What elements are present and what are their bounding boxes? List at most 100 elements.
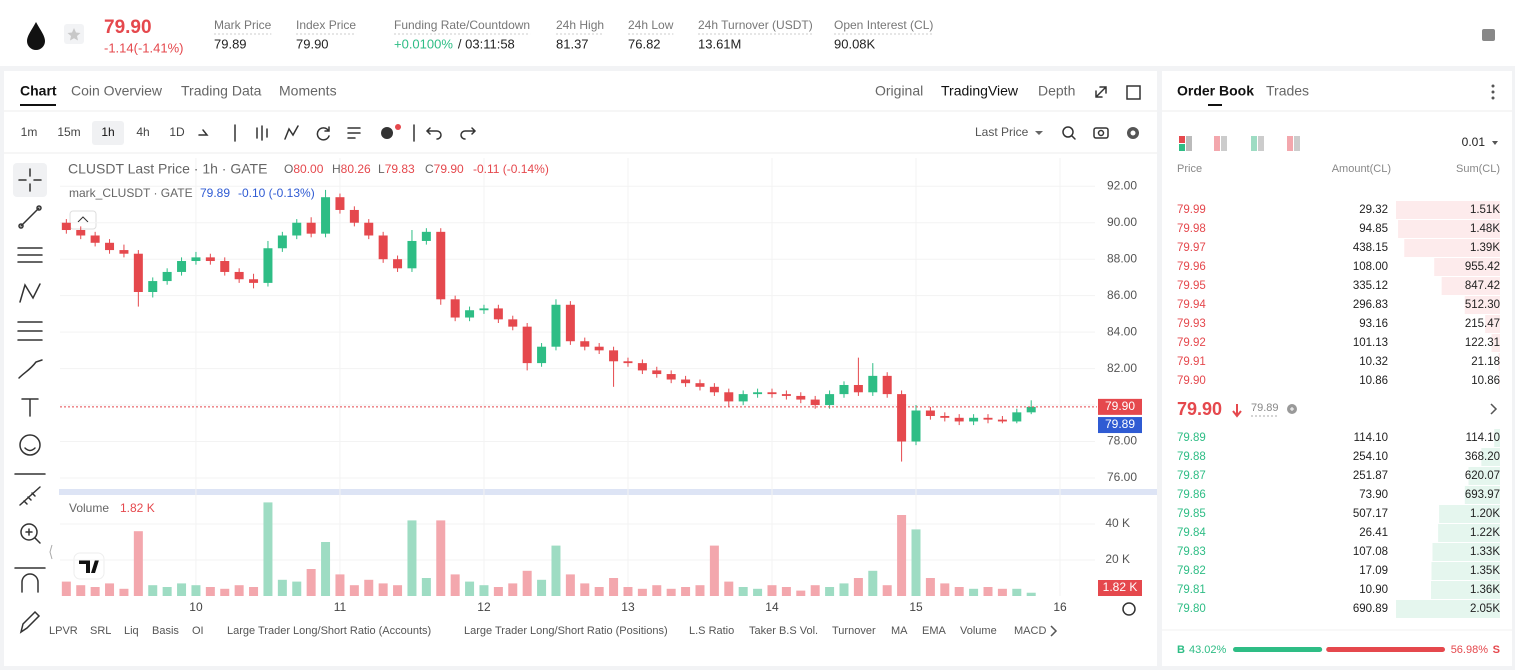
tab[interactable]: Coin Overview (71, 83, 163, 99)
y-tick-label: 92.00 (1107, 178, 1137, 192)
indicator[interactable]: MA (891, 625, 908, 637)
precision[interactable]: 0.01 (1462, 135, 1486, 149)
candle-body (738, 394, 748, 402)
stat-value: 76.82 (628, 36, 661, 51)
ob-sum: 114.10 (1466, 432, 1500, 444)
window-icon[interactable] (1126, 85, 1141, 100)
toolbar-icons[interactable] (198, 124, 1139, 142)
ob-sum: 955.42 (1465, 261, 1500, 273)
indicator[interactable]: OI (192, 625, 204, 637)
ohlc-change: -0.11 (-0.14%) (473, 162, 549, 176)
ob-icons[interactable] (1179, 84, 1498, 418)
volume-bar (364, 579, 374, 596)
x-tick-label: 16 (1053, 600, 1067, 614)
pane-separator[interactable] (59, 489, 1157, 495)
candle-body (925, 410, 935, 416)
volume-bar (205, 587, 215, 596)
interval[interactable]: 4h (136, 125, 149, 139)
view-tab[interactable]: TradingView (941, 83, 1019, 99)
mark-change: -0.10 (-0.13%) (238, 186, 315, 200)
volume-bar (249, 587, 259, 596)
y-tick-label: 90.00 (1107, 215, 1137, 229)
drawing-tools[interactable] (13, 163, 47, 634)
volume-bar (378, 583, 388, 596)
indicator[interactable]: Basis (152, 625, 179, 637)
candle-body (853, 384, 863, 393)
volume-bar (825, 587, 835, 596)
ob-amount: 26.41 (1359, 527, 1388, 539)
indicator[interactable]: L.S Ratio (689, 625, 734, 637)
x-tick-label: 13 (621, 600, 635, 614)
last-price: 79.90 (104, 17, 152, 38)
ob-price: 79.90 (1177, 375, 1206, 387)
ob-tab[interactable]: Trades (1266, 83, 1309, 99)
scroll-right[interactable] (1050, 625, 1058, 637)
volume-bar (321, 542, 331, 596)
col-header: Price (1177, 163, 1202, 175)
x-tick-label: 14 (765, 600, 779, 614)
volume-bar (349, 585, 359, 596)
ob-amount: 251.87 (1353, 470, 1388, 482)
candle-body (897, 394, 907, 442)
mark-value: 79.89 (200, 186, 230, 200)
legend-collapse[interactable] (69, 210, 97, 230)
candle-body (666, 374, 676, 380)
volume-bar (76, 585, 86, 596)
buy-ratio: 43.02% (1189, 644, 1227, 656)
ob-price: 79.80 (1177, 603, 1206, 615)
interval-active (92, 121, 124, 145)
expand-icon[interactable] (1095, 86, 1107, 98)
candle-body (609, 350, 619, 362)
indicator[interactable]: Liq (124, 625, 139, 637)
candle-body (191, 257, 201, 262)
volume-bar (767, 585, 777, 596)
depth-bar (1434, 258, 1500, 276)
indicator[interactable]: Taker B.S Vol. (749, 625, 818, 637)
ohlc-value: 80.00 (293, 162, 323, 176)
ob-price: 79.82 (1177, 565, 1206, 577)
interval[interactable]: 1D (169, 125, 185, 139)
volume-bar (594, 587, 604, 596)
volume-last-label: 1.82 K (1103, 580, 1138, 594)
ob-tab-underline (1208, 104, 1222, 106)
indicator[interactable]: Large Trader Long/Short Ratio (Positions… (464, 625, 668, 637)
tab[interactable]: Moments (279, 83, 337, 99)
view-tab[interactable]: Depth (1038, 83, 1075, 99)
ohlc-key: C (425, 162, 434, 176)
volume-bar (220, 588, 230, 596)
candle-body (177, 261, 187, 272)
volume-last-box (1098, 580, 1142, 596)
ob-tab[interactable]: Order Book (1177, 83, 1254, 99)
interval[interactable]: 1h (101, 125, 114, 139)
candle-body (421, 231, 431, 241)
candle-body (825, 394, 835, 406)
volume-bar (191, 585, 201, 596)
ob-sum: 512.30 (1465, 299, 1500, 311)
ob-amount: 108.00 (1353, 261, 1388, 273)
settings-icon[interactable] (1122, 602, 1136, 616)
volume-bar (306, 569, 316, 596)
candle-body (911, 410, 921, 442)
tab[interactable]: Trading Data (181, 83, 262, 99)
indicator[interactable]: Volume (960, 625, 997, 637)
collapse-arrow[interactable] (49, 544, 53, 560)
view-tab[interactable]: Original (875, 83, 923, 99)
ob-amount: 335.12 (1353, 280, 1388, 292)
price-type[interactable]: Last Price (975, 125, 1029, 139)
stat-extra: / 03:11:58 (458, 36, 515, 51)
book-icon[interactable] (1482, 29, 1495, 41)
tab[interactable]: Chart (20, 83, 57, 99)
candle-body (969, 417, 979, 422)
ob-sum: 122.31 (1465, 337, 1500, 349)
col-header: Amount(CL) (1332, 163, 1391, 175)
interval[interactable]: 1m (21, 125, 38, 139)
depth-bar (1438, 524, 1500, 542)
indicator[interactable]: EMA (922, 625, 947, 637)
indicator[interactable]: MACD (1014, 625, 1046, 637)
indicator[interactable]: SRL (90, 625, 111, 637)
indicator[interactable]: Turnover (832, 625, 876, 637)
interval[interactable]: 15m (57, 125, 80, 139)
stat-label: Mark Price (214, 18, 272, 32)
indicator[interactable]: LPVR (49, 625, 78, 637)
indicator[interactable]: Large Trader Long/Short Ratio (Accounts) (227, 625, 431, 637)
